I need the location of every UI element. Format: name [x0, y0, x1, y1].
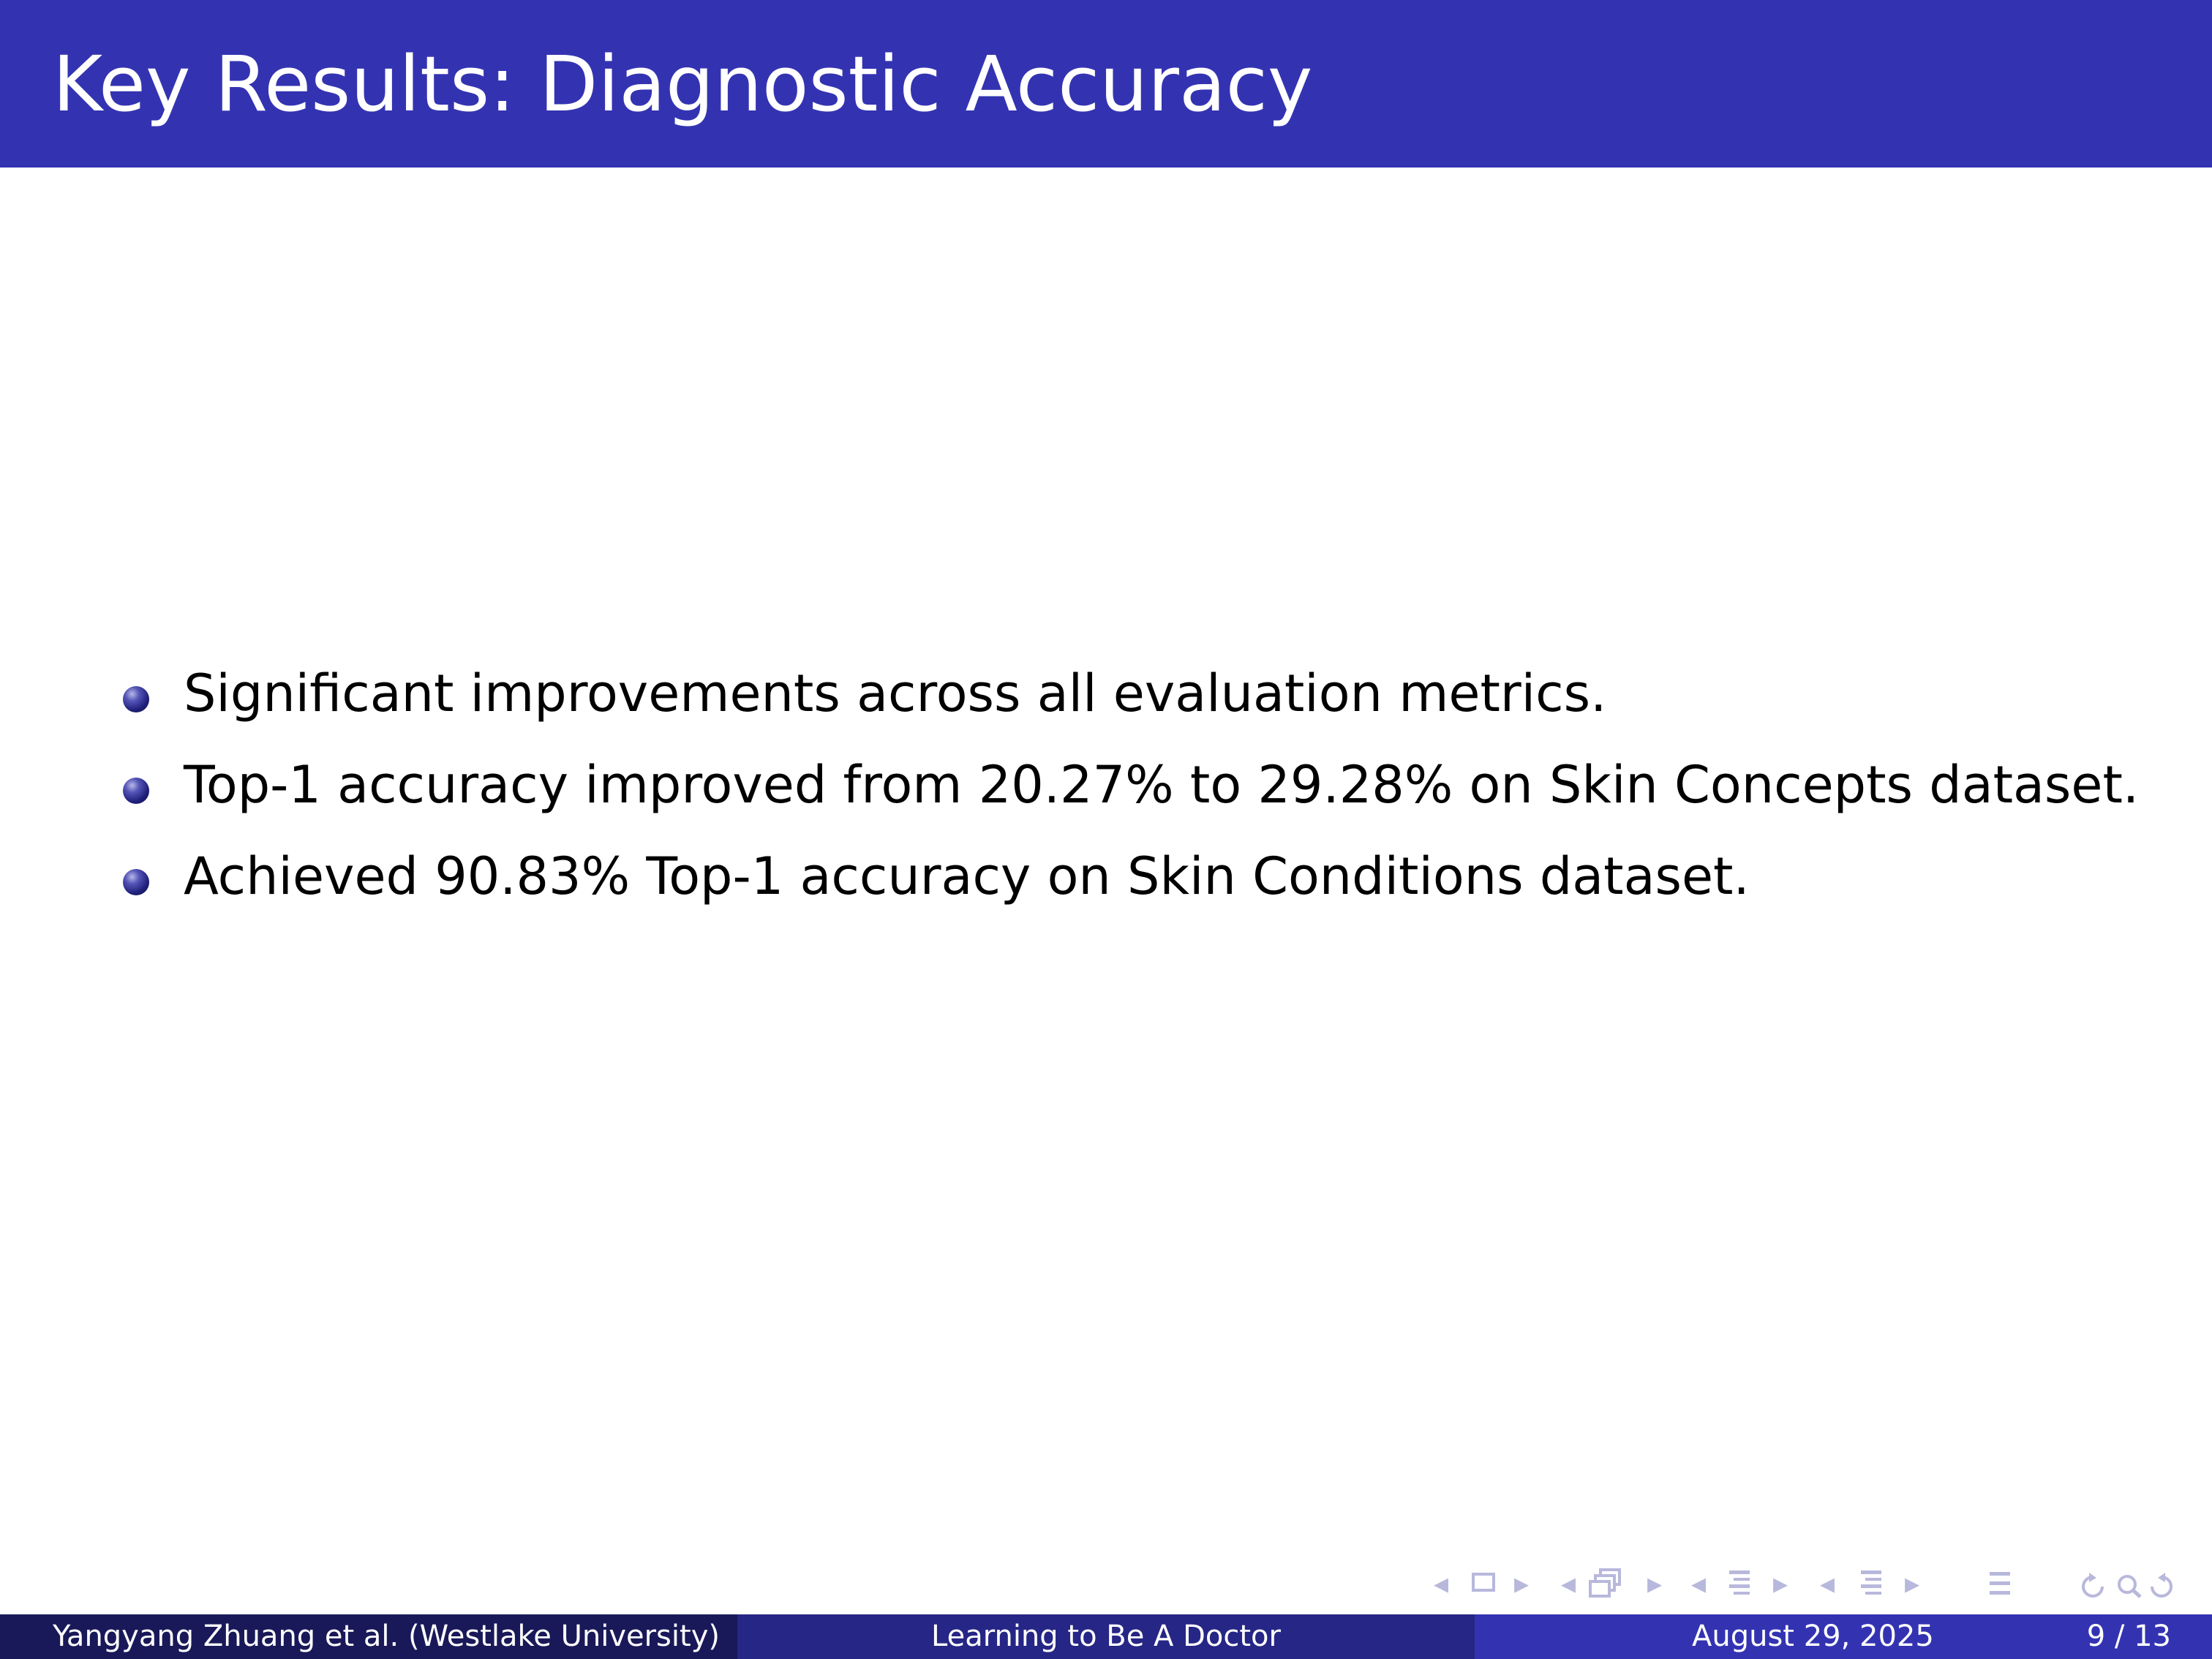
- bullet-item: Achieved 90.83% Top-1 accuracy on Skin C…: [0, 846, 2212, 937]
- bullet-text: Top-1 accuracy improved from 20.27% to 2…: [184, 755, 2140, 815]
- redo-icon[interactable]: [2151, 1573, 2172, 1598]
- footer: Yangyang Zhuang et al. (Westlake Univers…: [0, 1614, 2212, 1659]
- footer-date: August 29, 2025: [1692, 1620, 1934, 1653]
- bullet-text: Achieved 90.83% Top-1 accuracy on Skin C…: [184, 846, 1750, 906]
- prev-subsection-icon[interactable]: ◂: [1561, 1567, 1576, 1600]
- footer-date-section: August 29, 2025 9 / 13: [1475, 1614, 2212, 1659]
- subsection-icon[interactable]: [1589, 1568, 1625, 1611]
- prev-frame-icon[interactable]: ◂: [1434, 1567, 1449, 1600]
- bullet-text: Significant improvements across all eval…: [184, 663, 1607, 723]
- toc-icon[interactable]: [1987, 1569, 2013, 1613]
- navigation-bar: ◂ ▸ ◂ ▸ ◂ ▸ ◂ ▸: [1426, 1562, 2194, 1606]
- bullet-item: Top-1 accuracy improved from 20.27% to 2…: [0, 754, 2212, 846]
- title-bar: Key Results: Diagnostic Accuracy: [0, 0, 2212, 168]
- footer-talk-title: Learning to Be A Doctor: [737, 1614, 1475, 1659]
- bullet-list: Significant improvements across all eval…: [0, 663, 2212, 937]
- section-icon[interactable]: [1726, 1569, 1753, 1613]
- prev-section-icon[interactable]: ◂: [1691, 1567, 1707, 1600]
- next-subsection-icon[interactable]: ▸: [1647, 1567, 1663, 1600]
- page-number: 9 / 13: [2086, 1620, 2171, 1653]
- search-controls: [2082, 1573, 2172, 1598]
- prev-document-icon[interactable]: ◂: [1820, 1567, 1835, 1600]
- bullet-item: Significant improvements across all eval…: [0, 663, 2212, 754]
- undo-icon[interactable]: [2082, 1573, 2104, 1598]
- frame-icon[interactable]: [1472, 1572, 1497, 1616]
- slide-title: Key Results: Diagnostic Accuracy: [53, 40, 1313, 129]
- search-icon[interactable]: [2118, 1575, 2142, 1598]
- document-icon[interactable]: [1858, 1569, 1884, 1613]
- footer-author: Yangyang Zhuang et al. (Westlake Univers…: [0, 1614, 737, 1659]
- bullet-icon: [123, 686, 149, 712]
- bullet-icon: [123, 869, 149, 895]
- bullet-icon: [123, 778, 149, 804]
- next-section-icon[interactable]: ▸: [1773, 1567, 1788, 1600]
- next-document-icon[interactable]: ▸: [1905, 1567, 1920, 1600]
- next-frame-icon[interactable]: ▸: [1514, 1567, 1530, 1600]
